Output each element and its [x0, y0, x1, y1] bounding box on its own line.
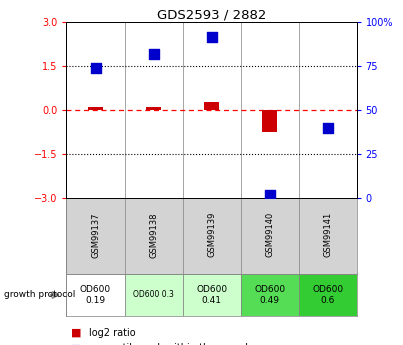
Text: OD600 0.3: OD600 0.3	[133, 290, 174, 299]
Bar	[204, 101, 219, 110]
Bar	[241, 274, 299, 316]
Text: OD600
0.41: OD600 0.41	[196, 285, 227, 305]
Text: GSM99140: GSM99140	[265, 212, 274, 257]
Text: GSM99141: GSM99141	[323, 212, 332, 257]
Text: OD600
0.49: OD600 0.49	[254, 285, 285, 305]
Bar	[299, 274, 357, 316]
Text: OD600
0.6: OD600 0.6	[312, 285, 343, 305]
Text: ■: ■	[71, 328, 81, 338]
Bar	[146, 107, 161, 110]
Bar	[125, 274, 183, 316]
Point	[324, 125, 331, 131]
Title: GDS2593 / 2882: GDS2593 / 2882	[157, 8, 266, 21]
Text: log2 ratio: log2 ratio	[89, 328, 135, 338]
Point	[266, 192, 273, 198]
Point	[208, 34, 215, 39]
Text: GSM99139: GSM99139	[207, 212, 216, 257]
Text: GSM99138: GSM99138	[149, 212, 158, 258]
Text: growth protocol: growth protocol	[4, 290, 75, 299]
Point	[92, 66, 99, 71]
Bar	[262, 110, 277, 132]
Bar	[66, 274, 125, 316]
Text: percentile rank within the sample: percentile rank within the sample	[89, 344, 253, 345]
Bar	[183, 274, 241, 316]
Text: GSM99137: GSM99137	[91, 212, 100, 258]
Bar	[88, 107, 103, 110]
Text: ■: ■	[71, 344, 81, 345]
Point	[150, 51, 157, 57]
Text: OD600
0.19: OD600 0.19	[80, 285, 111, 305]
